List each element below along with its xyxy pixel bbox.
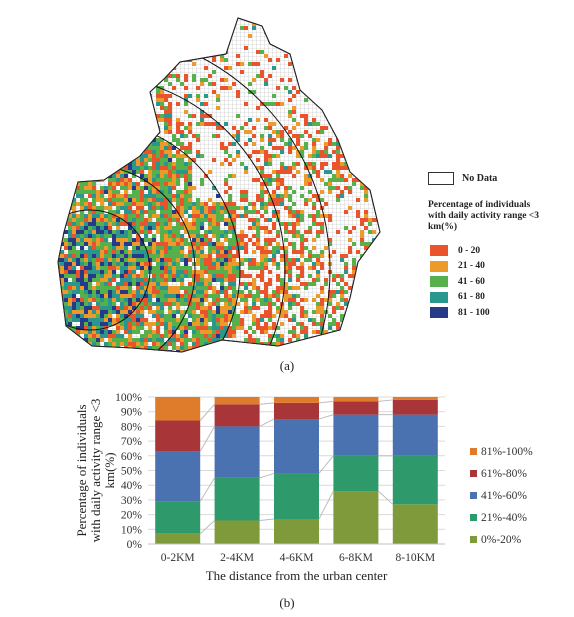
y-tick-label: 0%: [127, 539, 143, 551]
activity-range-map: [57, 17, 381, 353]
legend-title-line2: with daily activity range <3 km(%): [428, 211, 539, 232]
series-connector: [199, 426, 216, 452]
legend-item: 61 - 80: [430, 290, 568, 306]
legend-label: 41 - 60: [458, 276, 485, 287]
y-tick-label: 40%: [121, 480, 143, 492]
bar-segment: [274, 519, 319, 544]
bar-segment: [155, 397, 201, 421]
bar-segment: [155, 451, 201, 502]
bar-segment: [333, 414, 379, 456]
bar-segment: [274, 397, 319, 403]
bar-segment: [155, 533, 201, 544]
series-connector: [318, 400, 334, 404]
bar-segment: [333, 491, 379, 544]
legend-swatch: [430, 276, 448, 288]
legend-title-line1: Percentage of individuals: [428, 200, 531, 210]
legend-swatch: [430, 291, 448, 303]
legend-swatch: [470, 470, 477, 477]
bar-segment: [155, 501, 201, 534]
legend-items: 0 - 20 21 - 40 41 - 60 61 - 80 81 - 100: [430, 243, 568, 321]
stacked-bar-chart: 0% 10% 20% 30% 40% 50% 60% 70% 80% 90% 100% 0-2KM 2-…: [74, 392, 533, 610]
bar-segment: [333, 397, 379, 402]
legend-label: 81 - 100: [458, 307, 490, 318]
legend-label: 61 - 80: [458, 292, 485, 303]
x-tick-label: 0-2KM: [161, 552, 195, 564]
legend-label: 81%-100%: [481, 446, 533, 458]
nodata-label: No Data: [462, 172, 498, 184]
series-connector: [318, 414, 334, 420]
series-connector: [378, 399, 393, 402]
series-connector: [318, 455, 334, 474]
series-connector: [378, 490, 394, 505]
series-connector: [259, 518, 275, 521]
y-tick-label: 80%: [121, 421, 143, 433]
y-tick-label: 20%: [121, 510, 143, 522]
x-tick-label: 6-8KM: [339, 552, 373, 564]
y-axis-label-line: Percentage of individuals: [74, 404, 89, 536]
bar-segment: [214, 520, 260, 544]
y-tick-label: 90%: [121, 407, 143, 419]
legend-label: 0%-20%: [481, 534, 522, 546]
legend-label: 61%-80%: [481, 468, 527, 480]
bar-segment: [214, 426, 260, 478]
bar-segment: [274, 419, 319, 474]
ring-2km: [58, 209, 151, 331]
legend-label: 21%-40%: [481, 512, 527, 524]
y-axis-label-line: with daily activity range <3: [88, 399, 103, 543]
bar-segment: [155, 420, 201, 452]
x-tick-label: 2-4KM: [220, 552, 254, 564]
map-legend: No Data Percentage of individuals with d…: [428, 170, 568, 321]
bar-segment: [392, 414, 438, 456]
bar-segment: [214, 477, 260, 521]
legend-swatch: [470, 514, 477, 521]
series-connector: [259, 418, 275, 427]
y-axis-label-line: km(%): [102, 452, 117, 488]
caption-b: (b): [279, 595, 294, 610]
x-tick-label: 4-6KM: [280, 552, 314, 564]
legend-swatch: [430, 307, 448, 319]
series-connector: [199, 404, 215, 421]
legend-swatch: [470, 448, 477, 455]
bar-segment: [214, 404, 260, 427]
series-connector: [259, 472, 275, 479]
legend-item: 0 - 20: [430, 243, 568, 259]
legend-item: 21 - 40: [430, 259, 568, 275]
bar-segment: [392, 399, 438, 415]
caption-a: (a): [279, 358, 295, 373]
series-connector: [199, 520, 215, 535]
legend-title: Percentage of individuals with daily act…: [428, 200, 568, 233]
bar-segment: [333, 401, 379, 415]
y-tick-label: 70%: [121, 436, 143, 448]
bar-segment: [274, 473, 319, 520]
legend-swatch: [430, 260, 448, 272]
legend-item: 41 - 60: [430, 274, 568, 290]
bar-segment: [392, 455, 438, 505]
series-connector: [259, 402, 275, 405]
bar-segment: [214, 397, 260, 405]
bar-segment: [274, 402, 319, 420]
bar-segment: [392, 504, 438, 544]
legend-nodata: No Data: [428, 170, 568, 186]
legend-swatch: [430, 245, 448, 257]
map-panel: No Data Percentage of individuals with d…: [57, 17, 568, 373]
legend-swatch: [470, 492, 477, 499]
y-tick-label: 60%: [121, 451, 143, 463]
y-axis-label: Percentage of individualswith daily acti…: [74, 399, 117, 543]
x-tick-label: 8-10KM: [395, 552, 435, 564]
series-connector: [318, 490, 334, 520]
series-connector: [199, 477, 216, 502]
legend-item: 81 - 100: [430, 305, 568, 321]
nodata-swatch: [428, 171, 454, 185]
legend-swatch: [470, 536, 477, 543]
bar-segment: [392, 397, 438, 400]
x-axis-label: The distance from the urban center: [206, 568, 388, 583]
y-tick-label: 50%: [121, 466, 143, 478]
legend-label: 21 - 40: [458, 261, 485, 272]
y-tick-label: 10%: [121, 524, 143, 536]
y-tick-label: 30%: [121, 495, 143, 507]
legend-label: 41%-60%: [481, 490, 527, 502]
bar-segment: [333, 455, 379, 492]
y-tick-label: 100%: [115, 392, 142, 404]
legend-label: 0 - 20: [458, 245, 481, 256]
